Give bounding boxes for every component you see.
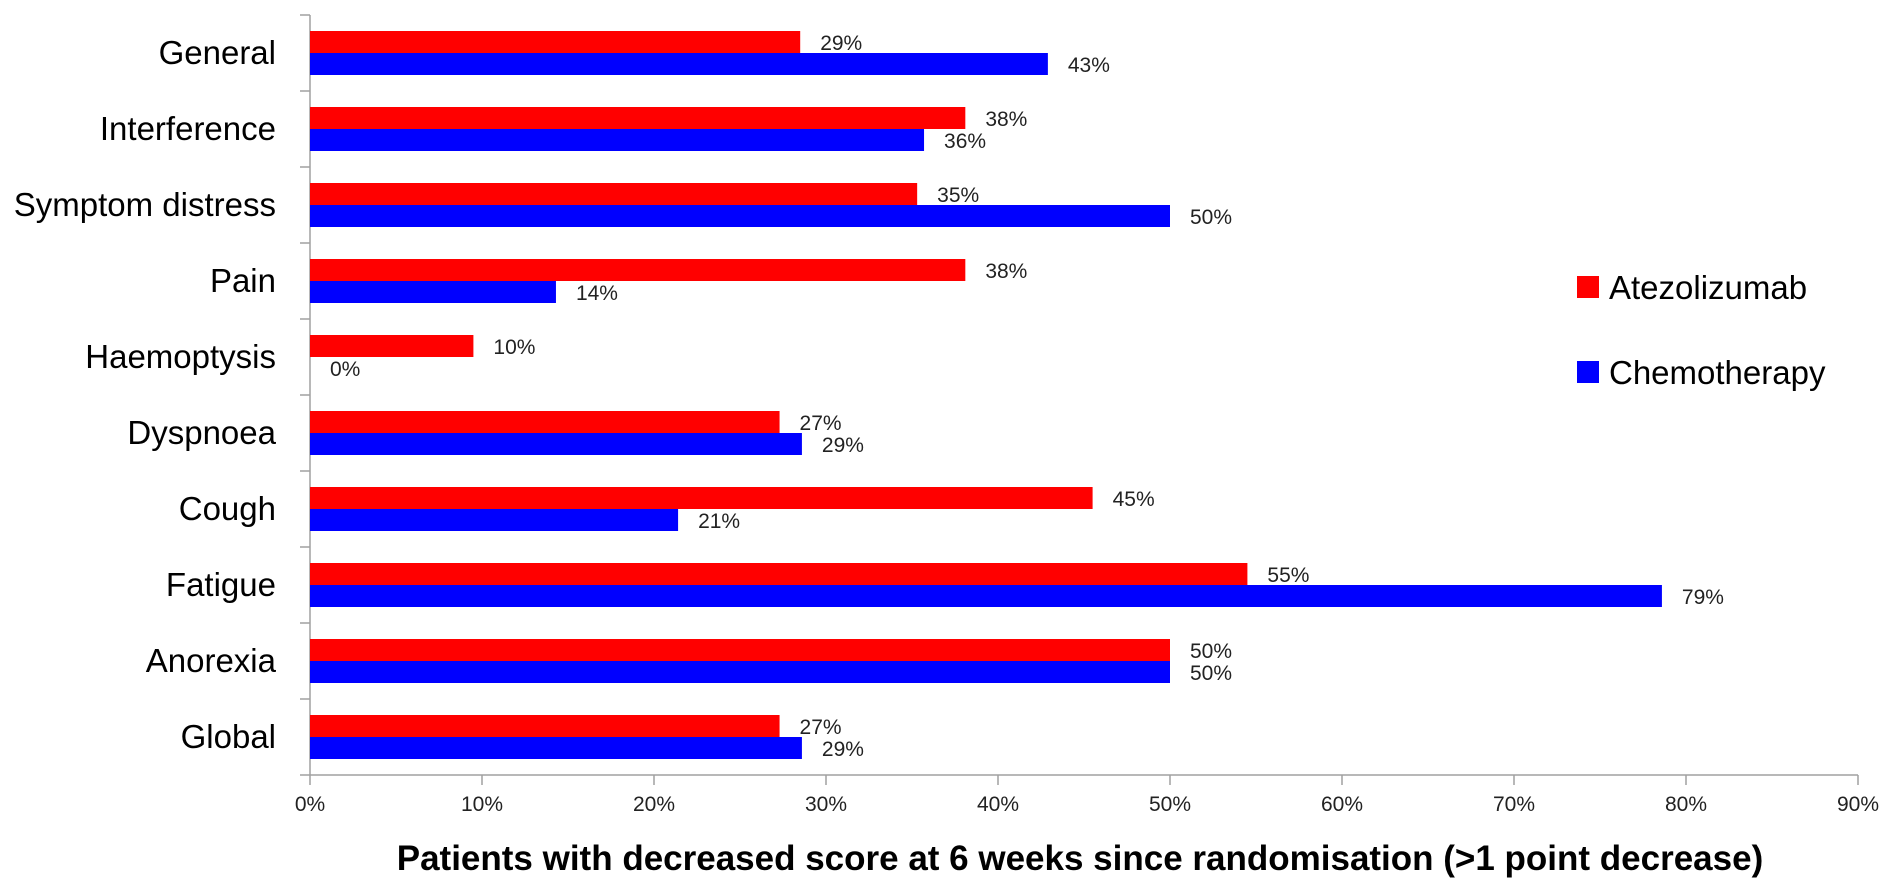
category-label-haemoptysis: Haemoptysis: [85, 338, 276, 375]
legend-label-atezolizumab: Atezolizumab: [1609, 269, 1807, 306]
bar-atezolizumab-haemoptysis: [310, 335, 474, 357]
data-label-atezolizumab-global: 27%: [800, 716, 842, 739]
data-label-atezolizumab-symptom-distress: 35%: [937, 184, 979, 207]
data-label-chemotherapy-haemoptysis: 0%: [330, 358, 360, 381]
data-label-chemotherapy-interference: 36%: [944, 130, 986, 153]
bar-chemotherapy-interference: [310, 129, 925, 151]
x-tick-label: 50%: [1149, 793, 1191, 816]
bar-chemotherapy-global: [310, 737, 802, 759]
x-tick-label: 60%: [1321, 793, 1363, 816]
data-label-atezolizumab-pain: 38%: [985, 260, 1027, 283]
data-label-chemotherapy-dyspnoea: 29%: [822, 434, 864, 457]
bar-atezolizumab-cough: [310, 487, 1093, 509]
bar-atezolizumab-pain: [310, 259, 966, 281]
bar-atezolizumab-dyspnoea: [310, 411, 780, 433]
data-label-chemotherapy-fatigue: 79%: [1682, 586, 1724, 609]
x-tick-label: 80%: [1665, 793, 1707, 816]
bar-atezolizumab-symptom-distress: [310, 183, 918, 205]
data-label-atezolizumab-haemoptysis: 10%: [493, 336, 535, 359]
bar-chemotherapy-dyspnoea: [310, 433, 802, 455]
bar-chemotherapy-anorexia: [310, 661, 1170, 683]
legend-swatch-atezolizumab: [1577, 276, 1599, 298]
legend: Atezolizumab Chemotherapy: [1577, 269, 1826, 391]
x-tick-label: 40%: [977, 793, 1019, 816]
data-label-chemotherapy-cough: 21%: [698, 510, 740, 533]
data-label-chemotherapy-symptom-distress: 50%: [1190, 206, 1232, 229]
category-label-pain: Pain: [210, 262, 276, 299]
x-tick-label: 30%: [805, 793, 847, 816]
data-label-atezolizumab-dyspnoea: 27%: [800, 412, 842, 435]
category-label-general: General: [159, 34, 276, 71]
data-label-chemotherapy-anorexia: 50%: [1190, 662, 1232, 685]
x-tick-label: 90%: [1837, 793, 1879, 816]
bar-atezolizumab-interference: [310, 107, 966, 129]
data-label-chemotherapy-global: 29%: [822, 738, 864, 761]
category-label-interference: Interference: [100, 110, 276, 147]
x-tick-label: 10%: [461, 793, 503, 816]
bar-chemotherapy-fatigue: [310, 585, 1662, 607]
bar-chemotherapy-pain: [310, 281, 556, 303]
legend-swatch-chemotherapy: [1577, 361, 1599, 383]
category-label-symptom-distress: Symptom distress: [14, 186, 276, 223]
x-tick-label: 20%: [633, 793, 675, 816]
data-label-atezolizumab-cough: 45%: [1113, 488, 1155, 511]
data-label-chemotherapy-pain: 14%: [576, 282, 618, 305]
category-label-cough: Cough: [179, 490, 276, 527]
category-label-anorexia: Anorexia: [146, 642, 277, 679]
x-axis-title: Patients with decreased score at 6 weeks…: [397, 839, 1764, 878]
data-label-atezolizumab-anorexia: 50%: [1190, 640, 1232, 663]
bar-atezolizumab-fatigue: [310, 563, 1248, 585]
data-label-atezolizumab-interference: 38%: [985, 108, 1027, 131]
bar-atezolizumab-global: [310, 715, 780, 737]
x-tick-label: 0%: [295, 793, 325, 816]
bar-chemotherapy-symptom-distress: [310, 205, 1170, 227]
bar-chemotherapy-general: [310, 53, 1048, 75]
bar-chemotherapy-cough: [310, 509, 679, 531]
bar-atezolizumab-anorexia: [310, 639, 1170, 661]
category-label-dyspnoea: Dyspnoea: [127, 414, 276, 451]
legend-label-chemotherapy: Chemotherapy: [1609, 354, 1826, 391]
data-label-atezolizumab-general: 29%: [820, 32, 862, 55]
data-label-atezolizumab-fatigue: 55%: [1267, 564, 1309, 587]
category-label-global: Global: [181, 718, 276, 755]
bar-atezolizumab-general: [310, 31, 801, 53]
category-label-fatigue: Fatigue: [166, 566, 276, 603]
data-label-chemotherapy-general: 43%: [1068, 54, 1110, 77]
x-tick-label: 70%: [1493, 793, 1535, 816]
plot-area: 0% 10% 20% 30% 40% 50% 60% 70% 80% 90% General 29% 4…: [14, 14, 1879, 816]
